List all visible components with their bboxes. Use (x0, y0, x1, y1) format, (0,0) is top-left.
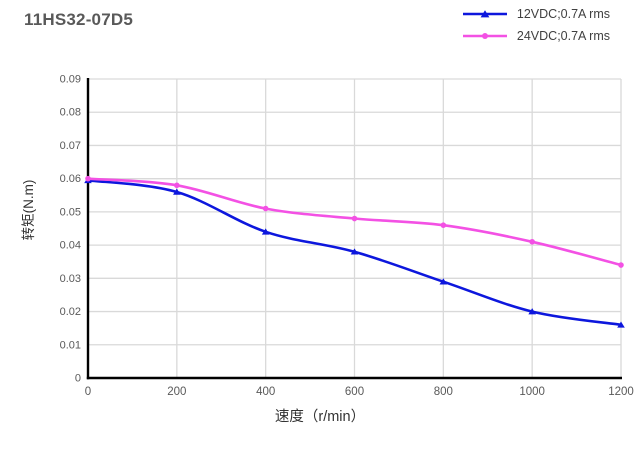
x-tick-label: 200 (167, 386, 186, 398)
data-point-marker-12vdc (439, 278, 448, 285)
y-tick-label: 0.03 (60, 273, 81, 285)
data-point-marker-12vdc (528, 308, 536, 315)
data-point-marker-24vdc (262, 205, 269, 212)
y-tick-label: 0.07 (60, 140, 81, 152)
data-point-marker-12vdc (350, 248, 359, 255)
y-tick-label: 0.01 (60, 339, 81, 351)
data-point-marker-24vdc (440, 222, 447, 228)
data-point-marker-12vdc (173, 188, 181, 195)
chart-legend: 12VDC;0.7A rms 24VDC;0.7A rms (462, 7, 610, 43)
x-tick-label: 800 (434, 386, 453, 398)
x-tick-label: 400 (256, 386, 275, 398)
data-point-marker-24vdc (618, 262, 624, 268)
y-tick-label: 0.05 (60, 206, 81, 218)
x-tick-label: 600 (345, 386, 364, 398)
data-point-marker-24vdc (174, 182, 180, 189)
legend-line-marker-12vdc (462, 7, 508, 21)
y-tick-label: 0.08 (60, 107, 81, 119)
legend-label-24vdc: 24VDC;0.7A rms (516, 29, 610, 43)
legend-item-12vdc: 12VDC;0.7A rms (462, 7, 610, 21)
x-tick-label: 0 (85, 386, 91, 398)
data-point-marker-12vdc (617, 321, 625, 328)
data-point-marker-24vdc (85, 175, 91, 182)
legend-line-marker-24vdc (462, 29, 508, 43)
data-point-marker-24vdc (351, 215, 358, 222)
page-title: 11HS32-07D5 (24, 10, 133, 29)
data-point-marker-12vdc (261, 228, 270, 235)
y-tick-label: 0.09 (60, 74, 81, 86)
y-tick-label: 0 (75, 373, 81, 385)
x-tick-label: 1000 (519, 386, 545, 398)
legend-label-12vdc: 12VDC;0.7A rms (516, 7, 610, 21)
y-axis-label: 转矩(N.m) (21, 179, 36, 241)
legend-item-24vdc: 24VDC;0.7A rms (462, 29, 610, 43)
y-tick-label: 0.06 (60, 173, 81, 185)
x-axis-label: 速度（r/min） (274, 409, 366, 425)
data-point-marker-24vdc (529, 238, 535, 245)
y-tick-label: 0.04 (60, 240, 81, 252)
y-tick-label: 0.02 (60, 306, 81, 318)
x-tick-label: 1200 (608, 386, 634, 398)
